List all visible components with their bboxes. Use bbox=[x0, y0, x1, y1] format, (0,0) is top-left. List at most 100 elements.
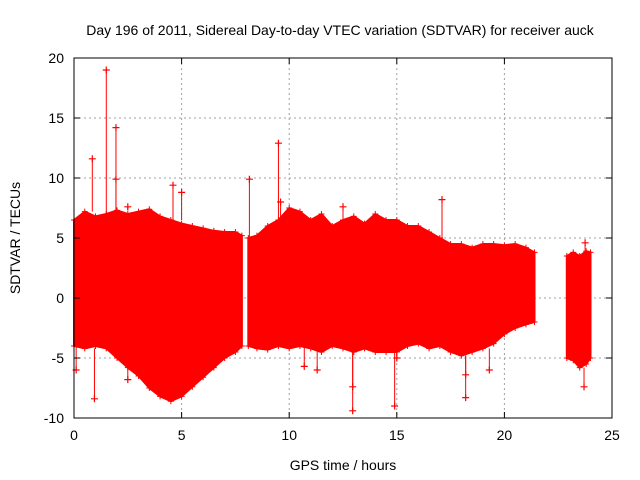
data-point bbox=[415, 223, 422, 229]
outlier-point bbox=[580, 383, 588, 391]
data-point bbox=[587, 249, 594, 256]
data-point bbox=[103, 345, 110, 352]
data-point bbox=[340, 345, 346, 352]
data-point bbox=[286, 205, 293, 211]
y-tick-label: 20 bbox=[48, 50, 64, 66]
data-point bbox=[318, 211, 325, 217]
outlier-point bbox=[581, 239, 589, 247]
data-point bbox=[189, 223, 196, 229]
y-tick-label: 10 bbox=[48, 170, 64, 186]
data-point bbox=[178, 393, 185, 400]
data-point bbox=[501, 242, 508, 249]
outlier-point bbox=[112, 124, 120, 132]
data-point bbox=[479, 241, 486, 247]
axis-ticks: 0 5 10 15 20 25 -10 -5 0 5 10 15 20 bbox=[44, 50, 620, 443]
outlier-point bbox=[313, 366, 321, 374]
data-point bbox=[372, 211, 379, 217]
data-point bbox=[563, 355, 570, 361]
data-point bbox=[383, 349, 390, 355]
data-point bbox=[447, 241, 454, 247]
data-point bbox=[221, 229, 228, 235]
data-point bbox=[146, 385, 153, 391]
data-point bbox=[404, 343, 411, 349]
data-point bbox=[210, 364, 217, 371]
data-point bbox=[238, 343, 245, 349]
data-point bbox=[469, 244, 476, 251]
outlier-point bbox=[349, 407, 357, 415]
y-axis-label: SDTVAR / TECUs bbox=[7, 182, 23, 294]
data-point bbox=[531, 319, 538, 325]
outlier-point bbox=[245, 175, 253, 183]
data-point bbox=[114, 207, 121, 214]
outlier-point bbox=[393, 354, 401, 362]
data-point bbox=[296, 208, 303, 215]
data-point bbox=[350, 213, 357, 220]
data-point bbox=[383, 217, 390, 223]
data-band-3 bbox=[565, 250, 592, 369]
data-point bbox=[415, 340, 422, 347]
data-point bbox=[307, 345, 314, 352]
data-point bbox=[81, 208, 88, 215]
data-point bbox=[264, 223, 271, 229]
data-point bbox=[135, 373, 142, 379]
data-point bbox=[458, 352, 465, 359]
data-point bbox=[81, 345, 88, 352]
data-point bbox=[245, 235, 252, 241]
outlier-point bbox=[124, 376, 132, 384]
data-point bbox=[570, 249, 577, 256]
data-point bbox=[157, 393, 164, 400]
data-point bbox=[329, 223, 336, 229]
outlier-point bbox=[391, 402, 399, 410]
data-point bbox=[522, 244, 529, 251]
data-point bbox=[200, 374, 207, 381]
data-point bbox=[531, 249, 538, 256]
outlier-point bbox=[274, 139, 282, 147]
outlier-point bbox=[169, 181, 177, 189]
data-point bbox=[264, 346, 271, 353]
outlier-point bbox=[88, 155, 96, 163]
x-tick-label: 15 bbox=[389, 427, 405, 443]
data-point bbox=[447, 349, 454, 355]
data-point bbox=[232, 349, 239, 355]
x-tick-label: 5 bbox=[178, 427, 186, 443]
data-point bbox=[393, 217, 400, 223]
data-point bbox=[146, 206, 153, 213]
data-point bbox=[479, 345, 486, 352]
x-tick-label: 20 bbox=[497, 427, 513, 443]
data-point bbox=[570, 357, 577, 364]
data-point bbox=[512, 241, 519, 247]
data-point bbox=[167, 398, 174, 405]
data-point bbox=[189, 383, 196, 390]
data-point bbox=[426, 345, 433, 352]
outlier-point bbox=[277, 198, 285, 206]
data-point bbox=[221, 355, 228, 361]
data-point bbox=[501, 331, 508, 337]
data-point bbox=[92, 213, 99, 220]
data-point bbox=[563, 253, 570, 259]
data-point bbox=[275, 343, 282, 349]
data-point bbox=[92, 343, 99, 349]
data-point bbox=[583, 248, 590, 255]
plot-area bbox=[71, 66, 594, 415]
data-point bbox=[522, 321, 529, 328]
data-point bbox=[490, 340, 497, 347]
data-point bbox=[436, 343, 443, 349]
data-point bbox=[200, 225, 207, 232]
outlier-point bbox=[90, 395, 98, 403]
data-point bbox=[587, 355, 594, 361]
data-point bbox=[361, 345, 368, 352]
data-point bbox=[238, 232, 245, 239]
data-point bbox=[583, 361, 590, 367]
data-point bbox=[232, 229, 239, 235]
data-point bbox=[124, 211, 131, 217]
outlier-point bbox=[485, 366, 493, 374]
outlier-point bbox=[462, 394, 470, 402]
data-point bbox=[329, 343, 336, 349]
x-axis-label: GPS time / hours bbox=[290, 457, 397, 473]
chart-title: Day 196 of 2011, Sidereal Day-to-day VTE… bbox=[86, 22, 595, 38]
data-point bbox=[318, 349, 325, 355]
data-point bbox=[361, 220, 368, 227]
data-point bbox=[157, 213, 164, 220]
outlier-point bbox=[438, 196, 446, 204]
